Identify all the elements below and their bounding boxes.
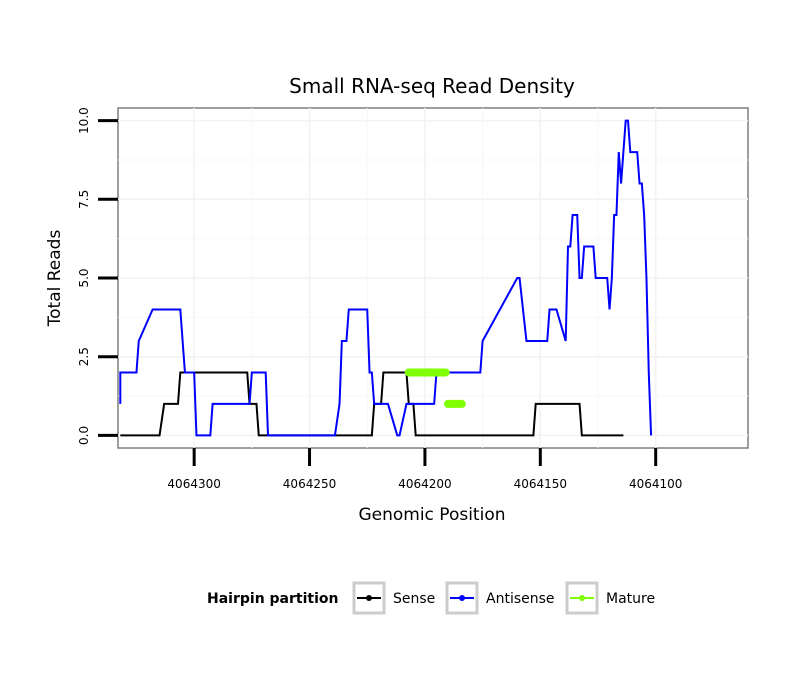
- legend: Hairpin partition Sense Antisense Mature: [207, 581, 655, 615]
- x-tick-label: 4064150: [514, 477, 567, 491]
- legend-key-antisense: [445, 581, 479, 615]
- legend-key-dot: [366, 595, 372, 601]
- legend-label-antisense: Antisense: [486, 591, 555, 607]
- legend-title: Hairpin partition: [207, 591, 338, 607]
- series-sense-line: [120, 371, 624, 437]
- legend-label-mature: Mature: [606, 591, 655, 607]
- legend-key-sense: [352, 581, 386, 615]
- x-tick-label: 4064200: [398, 477, 451, 491]
- y-tick-label: 2.5: [77, 347, 91, 366]
- x-axis-title: Genomic Position: [358, 505, 505, 525]
- y-tick-label: 10.0: [77, 107, 91, 134]
- legend-key-dot: [459, 595, 465, 601]
- x-tick-label: 4064100: [629, 477, 682, 491]
- y-axis-title: Total Reads: [45, 230, 65, 328]
- y-tick-label: 5.0: [77, 268, 91, 287]
- y-tick-label: 0.0: [77, 426, 91, 445]
- y-axis: 0.0 2.5 5.0 7.5 10.0: [77, 107, 118, 445]
- y-tick-label: 7.5: [77, 190, 91, 209]
- series-layer: [119, 119, 653, 437]
- chart-title: Small RNA-seq Read Density: [289, 74, 575, 98]
- x-axis: 4064300 4064250 4064200 4064150 4064100: [167, 448, 682, 491]
- legend-key-mature: [565, 581, 599, 615]
- x-tick-label: 4064300: [167, 477, 220, 491]
- legend-label-sense: Sense: [393, 591, 435, 607]
- series-antisense-line: [119, 119, 653, 437]
- x-tick-label: 4064250: [283, 477, 336, 491]
- legend-key-dot: [579, 595, 585, 601]
